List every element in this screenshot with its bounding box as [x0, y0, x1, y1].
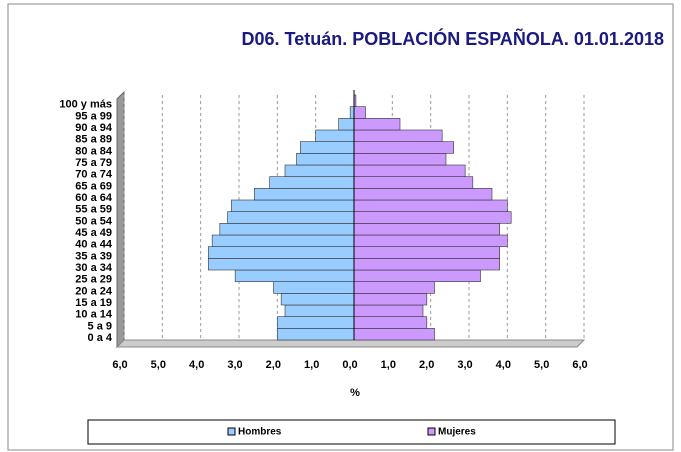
x-tick-label: 2,0: [266, 359, 281, 371]
bar: [208, 258, 355, 271]
legend-label: Hombres: [238, 427, 282, 438]
bar: [353, 246, 500, 259]
bar: [277, 328, 355, 341]
y-tick-label: 50 a 54: [75, 215, 113, 227]
y-tick-label: 45 a 49: [75, 227, 112, 239]
legend-swatch: [427, 427, 436, 436]
y-tick-label: 5 a 9: [88, 320, 112, 332]
bar: [219, 223, 355, 236]
y-tick-label: 95 a 99: [75, 110, 112, 122]
x-tick-label: 3,0: [457, 359, 472, 371]
y-tick-label: 10 a 14: [75, 309, 113, 321]
y-tick-label: 35 a 39: [75, 250, 112, 262]
x-tick-label: 5,0: [534, 359, 549, 371]
bar: [231, 199, 355, 212]
bar: [353, 118, 401, 131]
y-tick-label: 60 a 64: [75, 192, 113, 204]
bar: [353, 141, 454, 154]
x-tick-label: 4,0: [496, 359, 511, 371]
bar: [353, 106, 366, 119]
legend-label: Mujeres: [438, 427, 476, 438]
bar: [284, 164, 355, 177]
x-tick-label: 6,0: [572, 359, 587, 371]
bar: [353, 223, 500, 236]
bar: [353, 316, 428, 329]
x-axis-label: %: [350, 387, 360, 399]
y-tick-label: 70 a 74: [75, 169, 113, 181]
y-tick-label: 40 a 44: [75, 239, 113, 251]
y-tick-label: 85 a 89: [75, 134, 112, 146]
x-tick-label: 6,0: [112, 359, 127, 371]
bar: [353, 258, 500, 271]
bar: [227, 211, 355, 224]
x-tick-label: 2,0: [419, 359, 434, 371]
y-tick-label: 65 a 69: [75, 180, 112, 192]
bar: [353, 293, 428, 306]
bar: [353, 234, 508, 247]
bar: [280, 293, 355, 306]
legend-swatch: [227, 427, 236, 436]
chart-title: D06. Tetuán. POBLACIÓN ESPAÑOLA. 01.01.2…: [242, 28, 664, 49]
bar: [353, 164, 466, 177]
x-tick-label: 5,0: [151, 359, 166, 371]
x-tick-label: 1,0: [381, 359, 396, 371]
bar: [353, 199, 508, 212]
bar: [353, 153, 447, 166]
bar: [315, 129, 355, 142]
bar: [269, 176, 355, 189]
bar: [254, 188, 355, 201]
legend: [87, 419, 616, 445]
y-tick-label: 55 a 59: [75, 204, 112, 216]
x-tick-label: 1,0: [304, 359, 319, 371]
y-tick-label: 90 a 94: [75, 122, 113, 134]
y-tick-label: 30 a 34: [75, 262, 113, 274]
y-tick-label: 80 a 84: [75, 145, 113, 157]
y-tick-label: 15 a 19: [75, 297, 112, 309]
bar: [234, 269, 355, 282]
bar: [353, 211, 512, 224]
y-tick-label: 0 a 4: [88, 332, 113, 344]
bar: [353, 269, 481, 282]
bar: [353, 188, 493, 201]
x-tick-label: 3,0: [227, 359, 242, 371]
bar: [296, 153, 355, 166]
x-tick-label: 4,0: [189, 359, 204, 371]
bar: [353, 281, 435, 294]
floor: [115, 339, 586, 348]
bar: [353, 129, 443, 142]
bar: [273, 281, 355, 294]
bar: [300, 141, 355, 154]
bar: [353, 176, 474, 189]
x-tick-label: 0,0: [342, 359, 357, 371]
bar: [208, 246, 355, 259]
y-tick-label: 25 a 29: [75, 274, 112, 286]
y-tick-label: 20 a 24: [75, 285, 113, 297]
side-wall: [116, 90, 125, 349]
y-tick-label: 75 a 79: [75, 157, 112, 169]
bar: [353, 304, 424, 317]
bar: [349, 106, 355, 119]
bar: [211, 234, 355, 247]
bar: [284, 304, 355, 317]
y-tick-label: 100 y más: [59, 99, 112, 111]
bar: [353, 328, 435, 341]
bar: [338, 118, 355, 131]
bar: [277, 316, 355, 329]
